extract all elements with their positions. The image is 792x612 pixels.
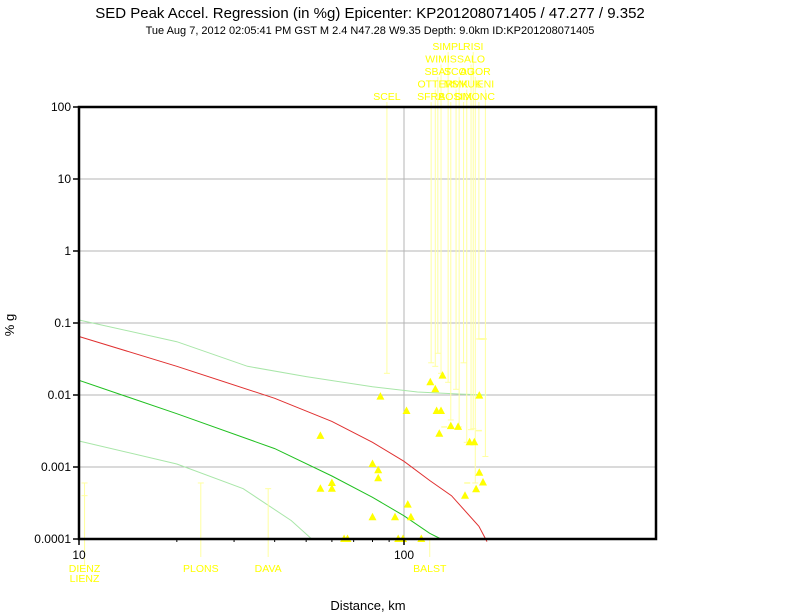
y-tick-label: 0.001 — [41, 460, 71, 474]
data-point — [327, 478, 336, 486]
station-label: BOSI — [438, 91, 463, 103]
y-tick-label: 0.01 — [48, 388, 72, 402]
station-label: DIX — [455, 91, 473, 103]
data-point — [461, 491, 469, 499]
chart-title: SED Peak Accel. Regression (in %g) Epice… — [95, 5, 645, 22]
data-point — [426, 377, 435, 386]
data-point — [402, 406, 411, 414]
station-label: PLONS — [183, 563, 219, 575]
data-point — [327, 484, 336, 492]
station-label: OTTER — [417, 79, 453, 91]
station-label: AGOR — [460, 66, 491, 78]
chart-subtitle: Tue Aug 7, 2012 02:05:41 PM GST M 2.4 N4… — [145, 25, 595, 37]
station-label: SMUK — [452, 79, 482, 91]
station-label: BALST — [413, 563, 447, 575]
station-label: SALO — [457, 54, 485, 66]
plot-frame — [77, 105, 658, 541]
regression-plus-sigma-curve — [78, 319, 488, 396]
regression-lower-curve — [78, 379, 442, 540]
data-point — [316, 431, 325, 439]
station-label: DAVA — [255, 563, 282, 575]
y-tick-label: 0.0001 — [34, 532, 71, 546]
data-point — [438, 371, 447, 379]
data-point — [431, 384, 440, 393]
station-label: SFRA — [417, 91, 445, 103]
data-point — [435, 429, 444, 437]
curve-layer — [78, 319, 488, 542]
data-point — [475, 391, 484, 399]
station-label: SCEL — [373, 91, 401, 103]
regression-minus-sigma-curve — [78, 440, 313, 540]
y-tick-label: 1 — [64, 244, 71, 258]
leader-layer — [81, 52, 489, 565]
data-point — [446, 421, 455, 430]
y-tick-label: 100 — [51, 100, 71, 114]
x-tick-label: 100 — [394, 548, 414, 562]
station-label: SBAT — [425, 66, 452, 78]
frame-layer — [73, 105, 658, 545]
data-point — [368, 459, 377, 467]
data-point — [403, 500, 412, 508]
station-label: SCOU — [444, 66, 474, 78]
data-point — [437, 406, 445, 414]
data-point — [374, 465, 383, 474]
point-layer — [316, 338, 487, 542]
data-point — [454, 422, 463, 430]
y-axis-label: % g — [2, 314, 17, 336]
data-point — [475, 468, 484, 476]
x-tick-label: 10 — [72, 548, 86, 562]
y-tick-label: 0.1 — [54, 316, 71, 330]
data-point — [368, 512, 377, 521]
grid-layer — [79, 106, 656, 540]
station-label: ENI — [477, 79, 495, 91]
y-tick-label: 10 — [58, 172, 72, 186]
station-label: MONC — [463, 91, 495, 103]
station-label: SIMPL — [432, 41, 464, 53]
data-point — [472, 484, 481, 493]
data-point — [374, 473, 383, 482]
data-point — [391, 512, 399, 521]
data-point — [470, 437, 479, 446]
station-label: WIMIS — [425, 54, 457, 66]
data-point — [406, 512, 415, 521]
station-label: RISI — [463, 41, 483, 53]
data-point — [316, 484, 325, 492]
data-point — [376, 392, 385, 400]
data-point — [479, 478, 487, 486]
x-axis-label: Distance, km — [330, 598, 405, 612]
regression-median-curve — [78, 336, 488, 542]
station-label: LIENZ — [70, 573, 100, 585]
station-label: MMK — [444, 79, 469, 91]
station-label: DIENZ — [69, 563, 101, 575]
